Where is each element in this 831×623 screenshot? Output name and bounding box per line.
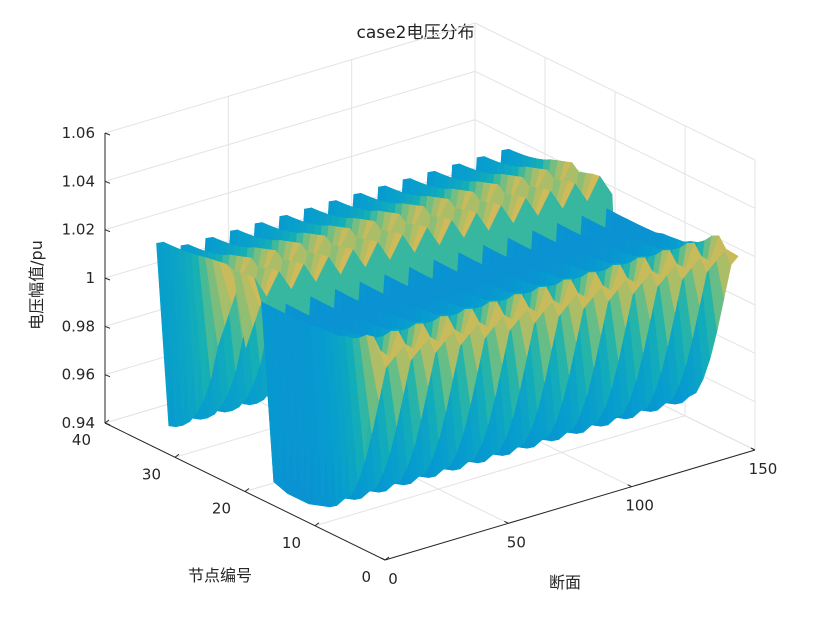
axis-ticks: 0 50 100 150 0 10 20 30 400.94 0.96 0.98 1 1.02 1.04 1… — [62, 124, 778, 588]
y-tick-label: 10 — [282, 534, 301, 552]
y-tick-mark — [314, 522, 320, 527]
z-tick-mark — [104, 325, 111, 329]
z-tick-mark — [104, 374, 111, 378]
grid-line — [104, 119, 476, 231]
x-tick-label: 50 — [507, 533, 526, 551]
y-tick-label: 0 — [361, 568, 371, 586]
surface-patch — [718, 235, 739, 266]
y-tick-label: 20 — [212, 500, 231, 518]
z-tick-mark — [104, 277, 111, 281]
z-tick-mark — [104, 422, 111, 426]
z-tick-mark — [104, 132, 111, 136]
x-axis-label: 断面 — [549, 573, 581, 592]
x-tick-mark — [504, 520, 509, 524]
y-tick-label: 30 — [142, 465, 161, 483]
x-tick-mark — [380, 557, 386, 561]
grid-line — [314, 415, 686, 527]
z-tick-label: 1.04 — [62, 172, 95, 190]
y-tick-mark — [174, 453, 180, 458]
z-axis-label: 电压幅值/pu — [27, 240, 46, 330]
y-axis-label: 节点编号 — [188, 566, 252, 585]
chart-title: case2电压分布 — [356, 23, 475, 43]
y-tick-mark — [104, 419, 110, 424]
x-tick-mark — [750, 447, 756, 451]
grid-line — [104, 22, 476, 134]
z-tick-label: 1.02 — [62, 221, 95, 239]
x-tick-mark — [627, 484, 632, 488]
z-tick-mark — [104, 229, 111, 233]
x-tick-label: 100 — [625, 497, 654, 515]
y-tick-mark — [384, 556, 390, 561]
y-tick-mark — [244, 488, 250, 492]
x-axis-line — [384, 449, 756, 561]
x-tick-label: 150 — [749, 460, 778, 478]
grid-line — [104, 70, 476, 182]
z-tick-label: 1 — [85, 269, 95, 287]
voltage-surface — [156, 148, 739, 508]
z-tick-label: 0.98 — [62, 317, 95, 335]
y-tick-label: 40 — [72, 431, 91, 449]
z-tick-label: 0.96 — [62, 366, 95, 384]
z-tick-label: 1.06 — [62, 124, 95, 142]
x-tick-label: 0 — [388, 570, 398, 588]
z-tick-label: 0.94 — [62, 414, 95, 432]
z-tick-mark — [104, 180, 111, 184]
